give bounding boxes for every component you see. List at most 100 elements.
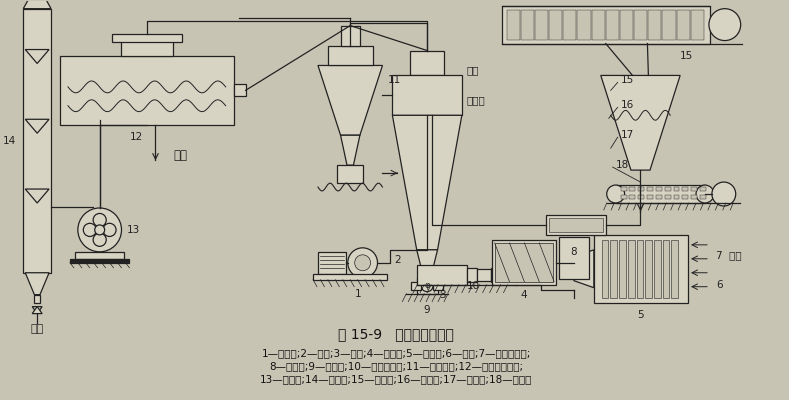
Circle shape <box>637 194 645 202</box>
Polygon shape <box>25 50 49 64</box>
Text: φ: φ <box>424 281 430 290</box>
Bar <box>409 50 444 76</box>
Text: 16: 16 <box>621 100 634 110</box>
Bar <box>24 9 51 273</box>
Bar <box>606 10 619 40</box>
Bar <box>546 215 606 235</box>
Circle shape <box>348 248 377 278</box>
Text: 废水: 废水 <box>31 324 44 334</box>
Bar <box>70 259 129 263</box>
Bar <box>535 10 548 40</box>
Bar <box>628 240 634 298</box>
Circle shape <box>712 182 735 206</box>
Bar <box>611 240 617 298</box>
Bar <box>691 187 697 191</box>
Bar <box>664 187 671 191</box>
Bar <box>318 252 346 274</box>
Text: 18: 18 <box>615 160 629 170</box>
Text: 成品: 成品 <box>174 149 187 162</box>
Text: 10: 10 <box>467 281 480 291</box>
Circle shape <box>421 280 433 292</box>
Polygon shape <box>341 135 360 165</box>
Bar <box>656 187 662 191</box>
Circle shape <box>93 214 107 227</box>
Bar <box>338 165 363 183</box>
Bar <box>35 295 40 303</box>
Text: 8: 8 <box>570 247 578 257</box>
Bar <box>549 10 563 40</box>
Text: 13—鼓风机;14—溜球塔;15—板滤机;16—储料斗;17—送料器;18—灰浆泵: 13—鼓风机;14—溜球塔;15—板滤机;16—储料斗;17—送料器;18—灰浆… <box>260 374 533 384</box>
Polygon shape <box>32 307 42 314</box>
Polygon shape <box>25 189 49 203</box>
Circle shape <box>355 255 371 271</box>
Bar <box>502 6 710 44</box>
Bar <box>559 237 589 279</box>
Bar <box>630 187 635 191</box>
Bar <box>682 195 688 199</box>
Bar <box>677 10 690 40</box>
Bar <box>620 10 633 40</box>
Bar <box>75 252 125 259</box>
Bar <box>417 278 438 294</box>
Circle shape <box>93 233 107 246</box>
Circle shape <box>696 185 714 203</box>
Bar <box>234 84 245 96</box>
Bar <box>112 34 181 42</box>
Bar <box>682 187 688 191</box>
Text: 3: 3 <box>439 290 445 300</box>
Bar <box>60 56 234 125</box>
Polygon shape <box>392 115 462 250</box>
Text: 1: 1 <box>354 289 361 299</box>
Circle shape <box>78 208 122 252</box>
Bar <box>327 46 372 66</box>
Bar <box>647 187 653 191</box>
Polygon shape <box>417 250 438 278</box>
Text: 冷凝水: 冷凝水 <box>467 95 485 105</box>
Bar <box>700 195 706 199</box>
Polygon shape <box>24 0 51 9</box>
Bar <box>638 187 644 191</box>
Polygon shape <box>600 76 680 170</box>
Bar <box>674 187 679 191</box>
Text: 9: 9 <box>424 305 431 315</box>
Bar <box>638 195 644 199</box>
Bar <box>492 240 556 285</box>
Text: 8—转换器;9—喷雾塔;10—三流式喷嘴;11—旋风分离;12—脉冲袋除滤器;: 8—转换器;9—喷雾塔;10—三流式喷嘴;11—旋风分离;12—脉冲袋除滤器; <box>269 362 523 372</box>
Bar <box>477 269 491 281</box>
Bar <box>491 268 513 282</box>
Bar <box>495 243 553 282</box>
Bar <box>433 282 443 290</box>
Bar <box>602 240 608 298</box>
Bar <box>674 195 679 199</box>
Circle shape <box>607 185 625 203</box>
Bar <box>663 10 675 40</box>
Text: 15: 15 <box>680 50 694 60</box>
Circle shape <box>709 9 741 40</box>
Bar <box>507 10 520 40</box>
Text: 14: 14 <box>3 136 17 146</box>
Bar <box>647 195 653 199</box>
Bar <box>671 240 679 298</box>
Bar <box>634 10 647 40</box>
Bar <box>563 10 577 40</box>
Text: 13: 13 <box>126 225 140 235</box>
Text: 图 15-9   喷雾干燥流程图: 图 15-9 喷雾干燥流程图 <box>338 328 454 342</box>
Text: 1—空压机;2—管道;3—底座;4—液化气;5—冷凝水;6—冷风;7—翅片加热器;: 1—空压机;2—管道;3—底座;4—液化气;5—冷凝水;6—冷风;7—翅片加热器… <box>262 348 531 358</box>
Bar <box>411 282 421 290</box>
Text: 蒸汽: 蒸汽 <box>467 66 479 76</box>
Polygon shape <box>318 66 383 135</box>
Bar <box>313 274 387 280</box>
Bar <box>637 240 643 298</box>
Bar <box>521 10 534 40</box>
Polygon shape <box>25 273 49 295</box>
Bar <box>615 185 705 203</box>
Text: 17: 17 <box>621 130 634 140</box>
Circle shape <box>95 225 105 235</box>
Bar <box>691 195 697 199</box>
Bar <box>649 10 661 40</box>
Bar <box>700 187 706 191</box>
Text: 2: 2 <box>394 255 401 265</box>
Text: 11: 11 <box>387 76 401 86</box>
Bar <box>121 38 173 56</box>
Text: 4: 4 <box>520 290 527 300</box>
